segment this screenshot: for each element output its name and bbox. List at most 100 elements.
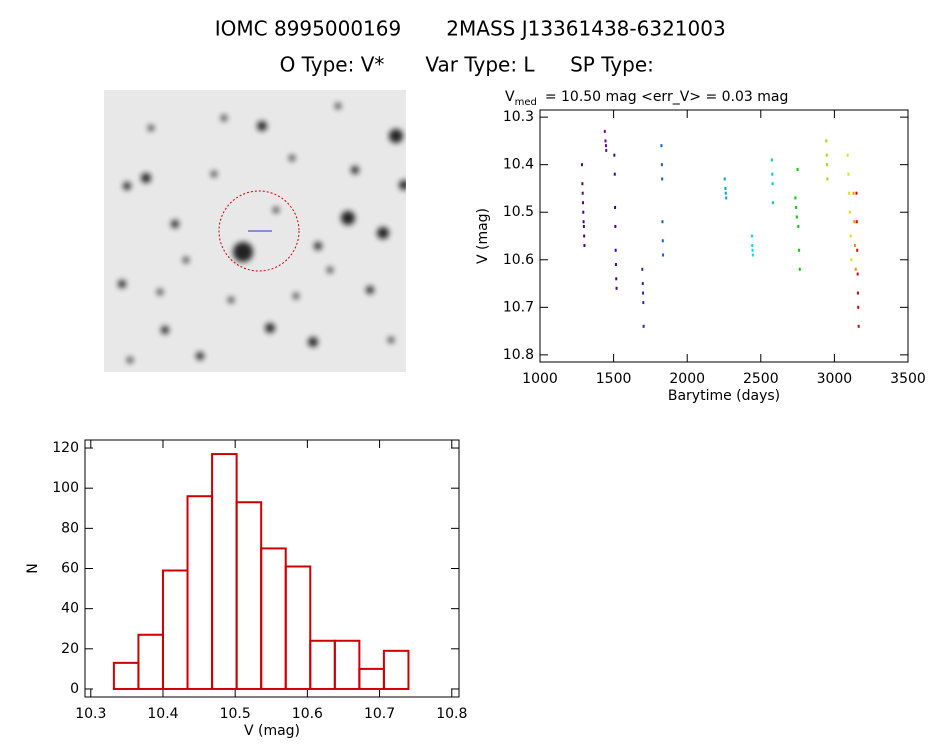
data-point xyxy=(583,234,586,238)
data-point xyxy=(750,234,753,238)
data-point xyxy=(660,144,663,148)
y-tick-label: 10.7 xyxy=(503,299,534,315)
data-point xyxy=(614,224,617,228)
histogram-bar xyxy=(235,501,263,690)
data-point xyxy=(724,186,727,190)
data-point xyxy=(615,286,618,290)
data-point xyxy=(662,253,665,257)
data-point xyxy=(641,282,644,286)
y-tick-label: 100 xyxy=(52,480,79,496)
data-point xyxy=(581,191,584,195)
data-point xyxy=(854,267,857,271)
data-point xyxy=(848,210,851,214)
histogram-bar xyxy=(333,639,361,690)
chart-title: Vmed = 10.50 mag <err_V> = 0.03 mag xyxy=(505,89,788,108)
histogram-bar xyxy=(284,565,312,690)
data-point xyxy=(642,301,645,305)
data-point xyxy=(751,244,754,248)
y-tick-label: 40 xyxy=(61,601,79,617)
plot-frame xyxy=(539,109,909,363)
x-tick-label: 3500 xyxy=(890,371,926,387)
title-v: V xyxy=(505,89,515,105)
data-point xyxy=(581,182,584,186)
data-point xyxy=(796,167,799,171)
histogram-bar xyxy=(309,639,336,690)
data-point xyxy=(605,148,608,152)
data-point xyxy=(725,196,728,200)
data-point xyxy=(614,205,617,209)
data-point xyxy=(642,291,645,295)
data-point xyxy=(613,153,616,157)
data-point xyxy=(660,163,663,167)
data-point xyxy=(751,248,754,252)
data-point xyxy=(771,201,774,205)
y-tick-label: 20 xyxy=(61,641,79,657)
data-point xyxy=(855,191,858,195)
x-tick-label: 1000 xyxy=(522,371,558,387)
data-point xyxy=(850,258,853,262)
data-point xyxy=(583,244,586,248)
data-point xyxy=(604,139,607,143)
histogram-bar xyxy=(382,649,410,690)
header-2mass: 2MASS J13361438-6321003 xyxy=(446,17,725,41)
x-tick-label: 2000 xyxy=(669,371,705,387)
x-tick-label: 10.6 xyxy=(292,706,323,722)
y-tick-label: 120 xyxy=(52,440,79,456)
data-point xyxy=(847,172,850,176)
x-tick-label: 10.7 xyxy=(364,706,395,722)
data-point xyxy=(603,129,606,133)
data-point xyxy=(825,153,828,157)
header-id: IOMC 8995000169 xyxy=(215,17,401,41)
x-tick-label: 10.8 xyxy=(436,706,467,722)
data-point xyxy=(846,153,849,157)
data-point xyxy=(770,158,773,162)
data-point xyxy=(852,191,855,195)
title-rest: = 10.50 mag <err_V> = 0.03 mag xyxy=(545,89,789,105)
histogram-bar xyxy=(112,661,140,690)
data-point xyxy=(751,253,754,257)
data-point xyxy=(825,139,828,143)
y-tick-label: 80 xyxy=(61,520,79,536)
histogram-bar xyxy=(358,667,385,690)
data-point xyxy=(604,144,607,148)
data-point xyxy=(798,248,801,252)
y-tick-label: 10.3 xyxy=(503,109,534,125)
y-tick-label: 60 xyxy=(61,561,79,577)
histogram-bar xyxy=(186,495,214,690)
data-point xyxy=(615,277,618,281)
data-point xyxy=(582,224,585,228)
data-point xyxy=(614,263,617,267)
data-point xyxy=(661,220,664,224)
histogram-bar xyxy=(161,569,189,690)
data-point xyxy=(794,196,797,200)
y-axis-label: V (mag) xyxy=(475,208,491,264)
data-point xyxy=(826,163,829,167)
data-point xyxy=(855,220,858,224)
x-tick-label: 10.4 xyxy=(147,706,178,722)
data-point xyxy=(641,267,644,271)
data-point xyxy=(582,210,585,214)
y-tick-label: 10.8 xyxy=(503,347,534,363)
plot-frame xyxy=(84,439,460,698)
x-tick-label: 2500 xyxy=(743,371,779,387)
data-point xyxy=(661,177,664,181)
y-tick-label: 10.4 xyxy=(503,157,534,173)
histogram-bar xyxy=(137,633,164,690)
title-sub: med xyxy=(515,97,537,108)
y-axis-label: N xyxy=(25,563,41,573)
data-point xyxy=(582,220,585,224)
data-point xyxy=(797,224,800,228)
data-point xyxy=(849,234,852,238)
x-axis-label: V (mag) xyxy=(244,723,300,739)
data-point xyxy=(771,172,774,176)
data-point xyxy=(580,163,583,167)
data-point xyxy=(853,220,856,224)
data-point xyxy=(848,191,851,195)
data-point xyxy=(723,177,726,181)
data-point xyxy=(856,248,859,252)
x-tick-label: 10.3 xyxy=(75,706,106,722)
histogram-bar xyxy=(260,547,287,690)
data-point xyxy=(795,205,798,209)
data-point xyxy=(798,267,801,271)
